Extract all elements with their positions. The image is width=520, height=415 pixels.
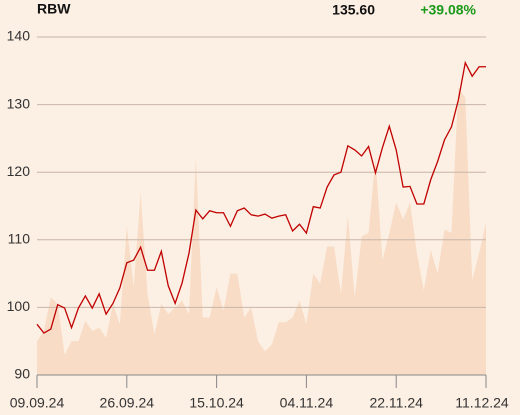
last-price: 135.60	[332, 2, 375, 18]
volume-area	[37, 87, 486, 375]
x-tick-label: 15.10.24	[189, 395, 244, 411]
x-tick-label: 11.12.24	[455, 395, 509, 411]
x-tick-label: 04.11.24	[280, 395, 334, 411]
y-tick-label: 120	[7, 163, 31, 179]
price-change: +39.08%	[420, 2, 476, 18]
x-tick-label: 26.09.24	[100, 395, 155, 411]
y-tick-label: 140	[7, 28, 31, 44]
y-tick-label: 100	[7, 298, 31, 314]
x-tick-label: 22.11.24	[369, 395, 423, 411]
chart-title: RBW	[37, 1, 71, 17]
price-line	[36, 60, 486, 334]
y-tick-label: 130	[7, 95, 31, 111]
y-tick-label: 90	[14, 366, 30, 382]
y-tick-label: 110	[8, 231, 31, 247]
x-tick-label: 09.09.24	[10, 395, 65, 411]
